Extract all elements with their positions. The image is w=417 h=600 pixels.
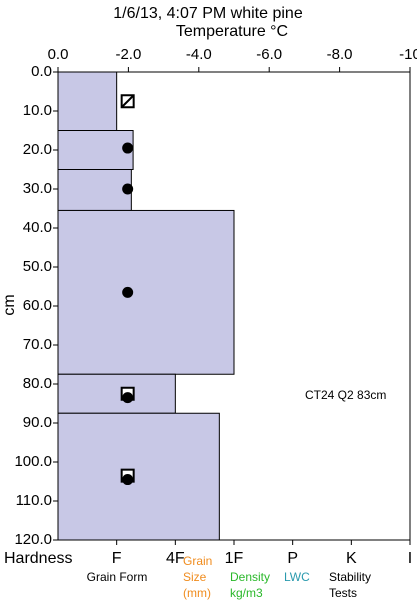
- top-tick-label: 0.0: [48, 46, 69, 63]
- layer: [57, 169, 132, 211]
- top-tick-label: -2.0: [115, 46, 141, 63]
- layer: [57, 412, 220, 541]
- column-header: Grain: [183, 554, 212, 568]
- y-tick-label: 80.0: [23, 375, 52, 392]
- y-tick-label: 60.0: [23, 297, 52, 314]
- y-tick-label: 20.0: [23, 141, 52, 158]
- column-header: kg/m3: [230, 586, 263, 600]
- layer: [57, 71, 118, 131]
- top-axis-label: Temperature °C: [176, 23, 288, 40]
- y-tick-label: 90.0: [23, 414, 52, 431]
- y-tick-label: 0.0: [31, 63, 52, 80]
- chart-title: 1/6/13, 4:07 PM white pine: [113, 5, 303, 22]
- y-tick-label: 120.0: [14, 531, 52, 548]
- y-tick-label: 100.0: [14, 453, 52, 470]
- annotation: CT24 Q2 83cm: [305, 388, 386, 402]
- grain-marker: [122, 142, 134, 154]
- layer: [57, 209, 235, 375]
- grain-marker: [122, 183, 134, 195]
- top-tick-label: -4.0: [186, 46, 212, 63]
- grain-marker: [120, 94, 135, 109]
- x-tick-label: P: [287, 550, 298, 567]
- column-header: Stability: [329, 570, 371, 584]
- column-header: Tests: [329, 586, 357, 600]
- top-tick-label: -10: [399, 46, 417, 63]
- grain-marker: [122, 286, 134, 298]
- y-tick-label: 40.0: [23, 219, 52, 236]
- y-tick-label: 50.0: [23, 258, 52, 275]
- grain-marker: [122, 474, 134, 486]
- top-tick-label: -8.0: [327, 46, 353, 63]
- column-header: (mm): [183, 586, 211, 600]
- y-tick-label: 10.0: [23, 102, 52, 119]
- x-tick-label: 1F: [225, 550, 244, 567]
- y-axis-label: cm: [1, 294, 18, 315]
- y-tick-label: 70.0: [23, 336, 52, 353]
- y-tick-label: 30.0: [23, 180, 52, 197]
- column-header: Density: [230, 570, 270, 584]
- layer: [57, 130, 134, 170]
- grain-marker: [122, 392, 134, 404]
- column-header: LWC: [284, 570, 310, 584]
- x-tick-label: K: [346, 550, 357, 567]
- x-tick-label: I: [408, 550, 412, 567]
- column-header: Grain Form: [87, 570, 148, 584]
- y-tick-label: 110.0: [16, 492, 52, 509]
- layer: [57, 373, 176, 414]
- top-tick-label: -6.0: [256, 46, 282, 63]
- x-axis-label: Hardness: [4, 550, 72, 567]
- x-tick-label: F: [112, 550, 122, 567]
- column-header: Size: [183, 570, 207, 584]
- x-tick-label: 4F: [166, 550, 185, 567]
